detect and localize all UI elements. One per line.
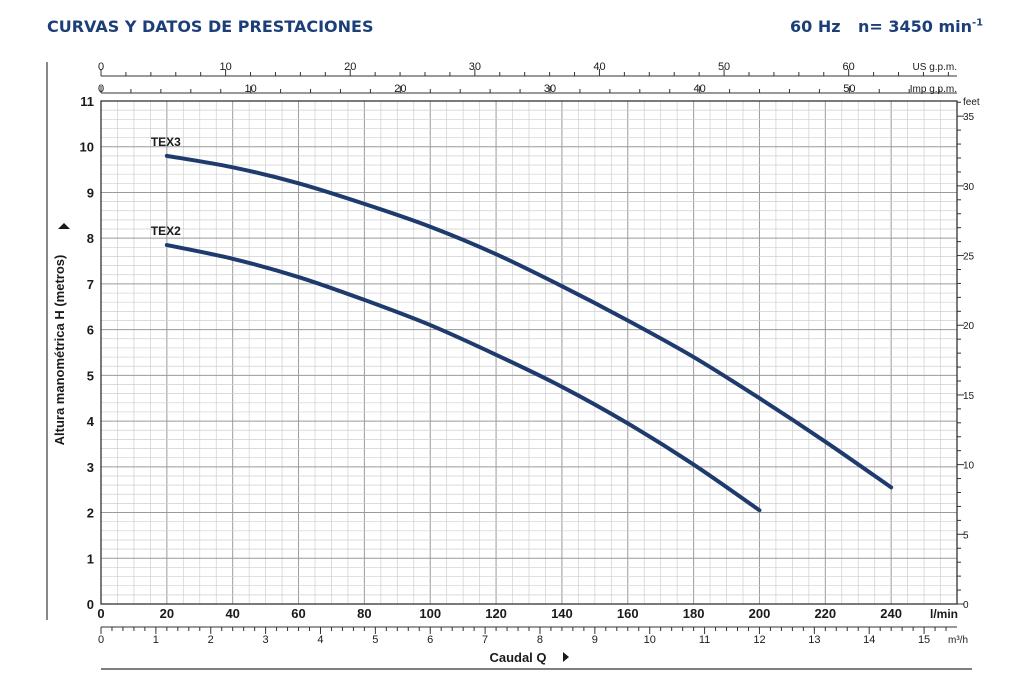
m3h-tick-label: 2 — [208, 634, 214, 646]
imp-gpm-tick-label: 10 — [245, 83, 257, 95]
m3h-tick-label: 6 — [427, 634, 433, 646]
speed-exponent: -1 — [972, 17, 984, 29]
y-tick-label: 9 — [87, 185, 94, 200]
m3h-tick-label: 15 — [918, 634, 930, 646]
y-tick-label: 1 — [87, 551, 94, 566]
us-gpm-tick-label: 50 — [718, 61, 730, 73]
feet-unit-label: feet — [963, 97, 980, 108]
us-gpm-tick-label: 20 — [344, 61, 356, 73]
m3h-tick-label: 7 — [482, 634, 488, 646]
feet-tick-label: 30 — [963, 182, 975, 193]
series-line-tex3 — [164, 153, 894, 490]
y-tick-label: 10 — [80, 140, 94, 155]
us-gpm-tick-label: 60 — [843, 61, 855, 73]
series-label-tex3: TEX3 — [151, 135, 181, 149]
m3h-tick-label: 3 — [263, 634, 269, 646]
feet-tick-label: 35 — [963, 112, 975, 123]
x-tick-label: 160 — [617, 606, 639, 621]
m3h-tick-label: 0 — [98, 634, 104, 646]
y-tick-label: 7 — [87, 277, 94, 292]
x-tick-label: 100 — [419, 606, 441, 621]
imp-gpm-tick-label: 40 — [694, 83, 706, 95]
x-tick-label: 240 — [880, 606, 902, 621]
page-title: CURVAS Y DATOS DE PRESTACIONES — [47, 17, 374, 36]
m3h-unit-label: m³/h — [948, 635, 968, 646]
us-gpm-tick-label: 0 — [98, 61, 104, 73]
feet-tick-label: 5 — [963, 530, 969, 541]
feet-tick-label: 20 — [963, 321, 975, 332]
m3h-tick-label: 10 — [644, 634, 656, 646]
x-tick-label: 140 — [551, 606, 573, 621]
speed-text: n= 3450 min — [858, 17, 973, 36]
us-gpm-unit-label: US g.p.m. — [913, 62, 957, 73]
y-tick-label: 2 — [87, 506, 94, 521]
x-tick-label: 80 — [357, 606, 371, 621]
y-tick-label: 8 — [87, 231, 94, 246]
plot-frame — [100, 100, 958, 605]
feet-tick-label: 25 — [963, 252, 975, 263]
x-tick-label: 180 — [683, 606, 705, 621]
y-tick-label: 11 — [80, 94, 94, 109]
series-label-tex2: TEX2 — [151, 224, 181, 238]
x-tick-label: 120 — [485, 606, 507, 621]
x-axis-title: Caudal Q — [489, 650, 546, 665]
us-gpm-tick-label: 10 — [219, 61, 231, 73]
m3h-tick-label: 1 — [153, 634, 159, 646]
imp-gpm-tick-label: 20 — [394, 83, 406, 95]
m3h-tick-label: 13 — [808, 634, 820, 646]
speed-label: n= 3450 min-1 — [858, 17, 983, 36]
y-tick-label: 3 — [87, 460, 94, 475]
frequency-label: 60 Hz — [790, 17, 841, 36]
series-line-tex2 — [164, 243, 762, 513]
y-tick-label: 6 — [87, 323, 94, 338]
x-tick-label: 40 — [225, 606, 239, 621]
x-units-label: l/min — [930, 607, 958, 621]
x-tick-label: 200 — [749, 606, 771, 621]
m3h-tick-label: 14 — [863, 634, 875, 646]
y-tick-label: 5 — [87, 368, 94, 383]
x-tick-label: 220 — [814, 606, 836, 621]
y-axis-title: Altura manométrica H (metros) — [52, 255, 67, 446]
m3h-tick-label: 5 — [372, 634, 378, 646]
feet-tick-label: 15 — [963, 391, 975, 402]
us-gpm-tick-label: 30 — [469, 61, 481, 73]
m3h-tick-label: 8 — [537, 634, 543, 646]
feet-tick-label: 0 — [963, 600, 969, 611]
x-tick-label: 0 — [97, 606, 104, 621]
y-tick-label: 0 — [87, 597, 94, 612]
m3h-tick-label: 12 — [753, 634, 765, 646]
imp-gpm-tick-label: 30 — [544, 83, 556, 95]
y-axis-arrow-icon — [58, 223, 70, 229]
imp-gpm-tick-label: 0 — [98, 83, 104, 95]
y-tick-label: 4 — [87, 414, 95, 429]
m3h-tick-label: 9 — [592, 634, 598, 646]
imp-gpm-unit-label: Imp g.p.m. — [910, 84, 957, 95]
imp-gpm-tick-label: 50 — [843, 83, 855, 95]
us-gpm-tick-label: 40 — [593, 61, 605, 73]
feet-tick-label: 10 — [963, 461, 975, 472]
m3h-tick-label: 4 — [317, 634, 323, 646]
x-tick-label: 60 — [291, 606, 305, 621]
x-axis-arrow-icon — [563, 652, 569, 662]
m3h-tick-label: 11 — [699, 634, 710, 646]
x-tick-label: 20 — [160, 606, 174, 621]
